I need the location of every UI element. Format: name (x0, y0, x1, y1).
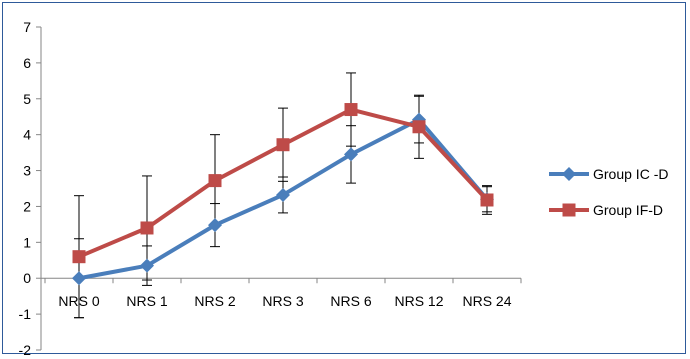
legend-label: Group IC -D (593, 166, 668, 182)
y-tick-label: 2 (23, 198, 31, 214)
legend-marker-square (562, 203, 576, 217)
x-tick-label: NRS 12 (394, 293, 443, 309)
x-axis: NRS 0 NRS 1 NRS 2 NRS 3 NRS 6 NRS 12 NRS 24 (41, 277, 522, 309)
data-point-diamond (208, 218, 222, 233)
data-point-square (412, 120, 426, 134)
data-point-diamond (344, 147, 358, 162)
legend-marker-diamond (562, 167, 576, 181)
data-point-square (140, 221, 154, 235)
x-tick-label: NRS 2 (194, 293, 235, 309)
y-tick-label: 4 (23, 127, 31, 143)
y-tick-label: 3 (23, 163, 31, 179)
series-lines (72, 103, 494, 286)
data-point-square (480, 193, 494, 207)
data-point-square (276, 138, 290, 152)
x-tick-label: NRS 6 (330, 293, 371, 309)
x-tick-label: NRS 3 (262, 293, 303, 309)
data-point-square (208, 174, 222, 188)
y-tick-label: 0 (23, 270, 31, 286)
data-point-diamond (140, 258, 154, 273)
x-tick-label: NRS 1 (126, 293, 167, 309)
y-axis: -2 -1 0 1 2 3 4 5 6 7 (19, 19, 42, 355)
chart-frame: -2 -1 0 1 2 3 4 5 6 7 NRS 0 NRS 1 NRS 2 NRS 3 NRS 6 NR… (2, 2, 686, 355)
y-tick-label: -2 (19, 342, 32, 355)
y-tick-label: 7 (23, 19, 31, 35)
y-tick-label: 6 (23, 55, 31, 71)
legend-label: Group IF-D (593, 202, 663, 218)
data-point-square (344, 103, 358, 117)
y-tick-label: 5 (23, 91, 31, 107)
y-tick-label: -1 (19, 306, 32, 322)
y-tick-label: 1 (23, 234, 31, 250)
legend: Group IC -D Group IF-D (549, 166, 668, 218)
data-point-diamond (276, 187, 290, 202)
data-point-diamond (72, 271, 86, 286)
x-tick-label: NRS 24 (462, 293, 511, 309)
data-point-square (72, 250, 86, 264)
